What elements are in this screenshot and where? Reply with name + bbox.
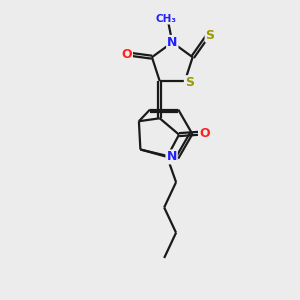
Text: N: N xyxy=(167,150,177,164)
Text: N: N xyxy=(167,36,178,49)
Text: S: S xyxy=(185,76,194,89)
Text: O: O xyxy=(122,48,132,61)
Text: S: S xyxy=(206,28,214,41)
Text: O: O xyxy=(199,127,210,140)
Text: CH₃: CH₃ xyxy=(156,14,177,24)
